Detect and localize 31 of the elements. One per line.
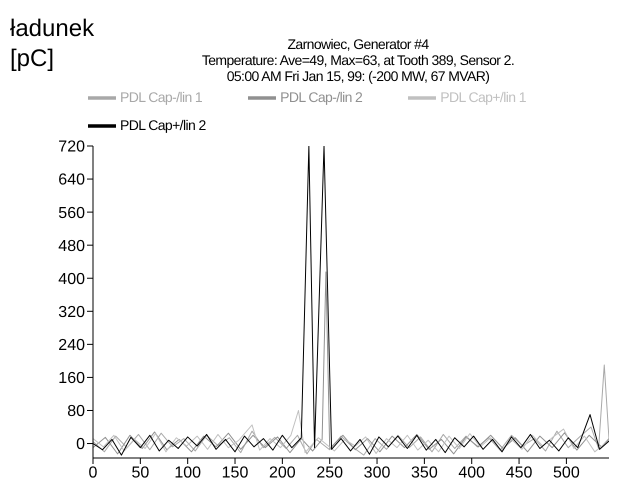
x-tick-label: 350 [411,464,438,482]
y-tick-label: 240 [58,337,86,354]
y-tick-label: 320 [58,304,86,321]
line-series [93,272,609,454]
chart-title: Zarnowiec, Generator #4 [286,36,430,52]
legend-label: PDL Cap-/lin 2 [280,88,362,105]
line-series [93,364,609,456]
x-tick-label: 500 [553,464,580,482]
x-tick-label: 400 [458,464,486,482]
x-tick-label: 250 [316,464,344,482]
x-tick-label: 450 [506,464,532,482]
line-series [93,410,609,454]
x-tick-label: 150 [222,464,248,482]
chart-subtitle: Temperature: Ave=49, Max=63, at Tooth 389, Sensor 2. 05:00 AM Fri Jan 15, 99: (-200 MW, 67 MVAR) [200,52,516,84]
legend-label: PDL Cap-/lin 1 [120,88,202,105]
y-tick-label: 480 [58,238,86,255]
y-tick-label: 400 [58,270,86,288]
y-tick-label: 0 [76,436,86,454]
y-tick-label: 720 [58,138,86,156]
legend-label: PDL Cap+/lin 2 [120,116,206,133]
x-tick-label: 200 [269,464,296,482]
x-tick-label: 0 [88,464,98,482]
x-tick-label: 300 [364,464,390,482]
x-tick-label: 50 [131,464,150,482]
y-axis-title: ładunek [pC] [10,14,94,74]
legend-label: PDL Cap+/lin 1 [440,88,526,105]
x-tick-label: 100 [174,464,202,482]
y-tick-label: 640 [58,172,86,189]
y-tick-label: 160 [58,370,86,388]
y-tick-label: 560 [58,204,86,222]
y-tick-label: 80 [67,403,86,420]
